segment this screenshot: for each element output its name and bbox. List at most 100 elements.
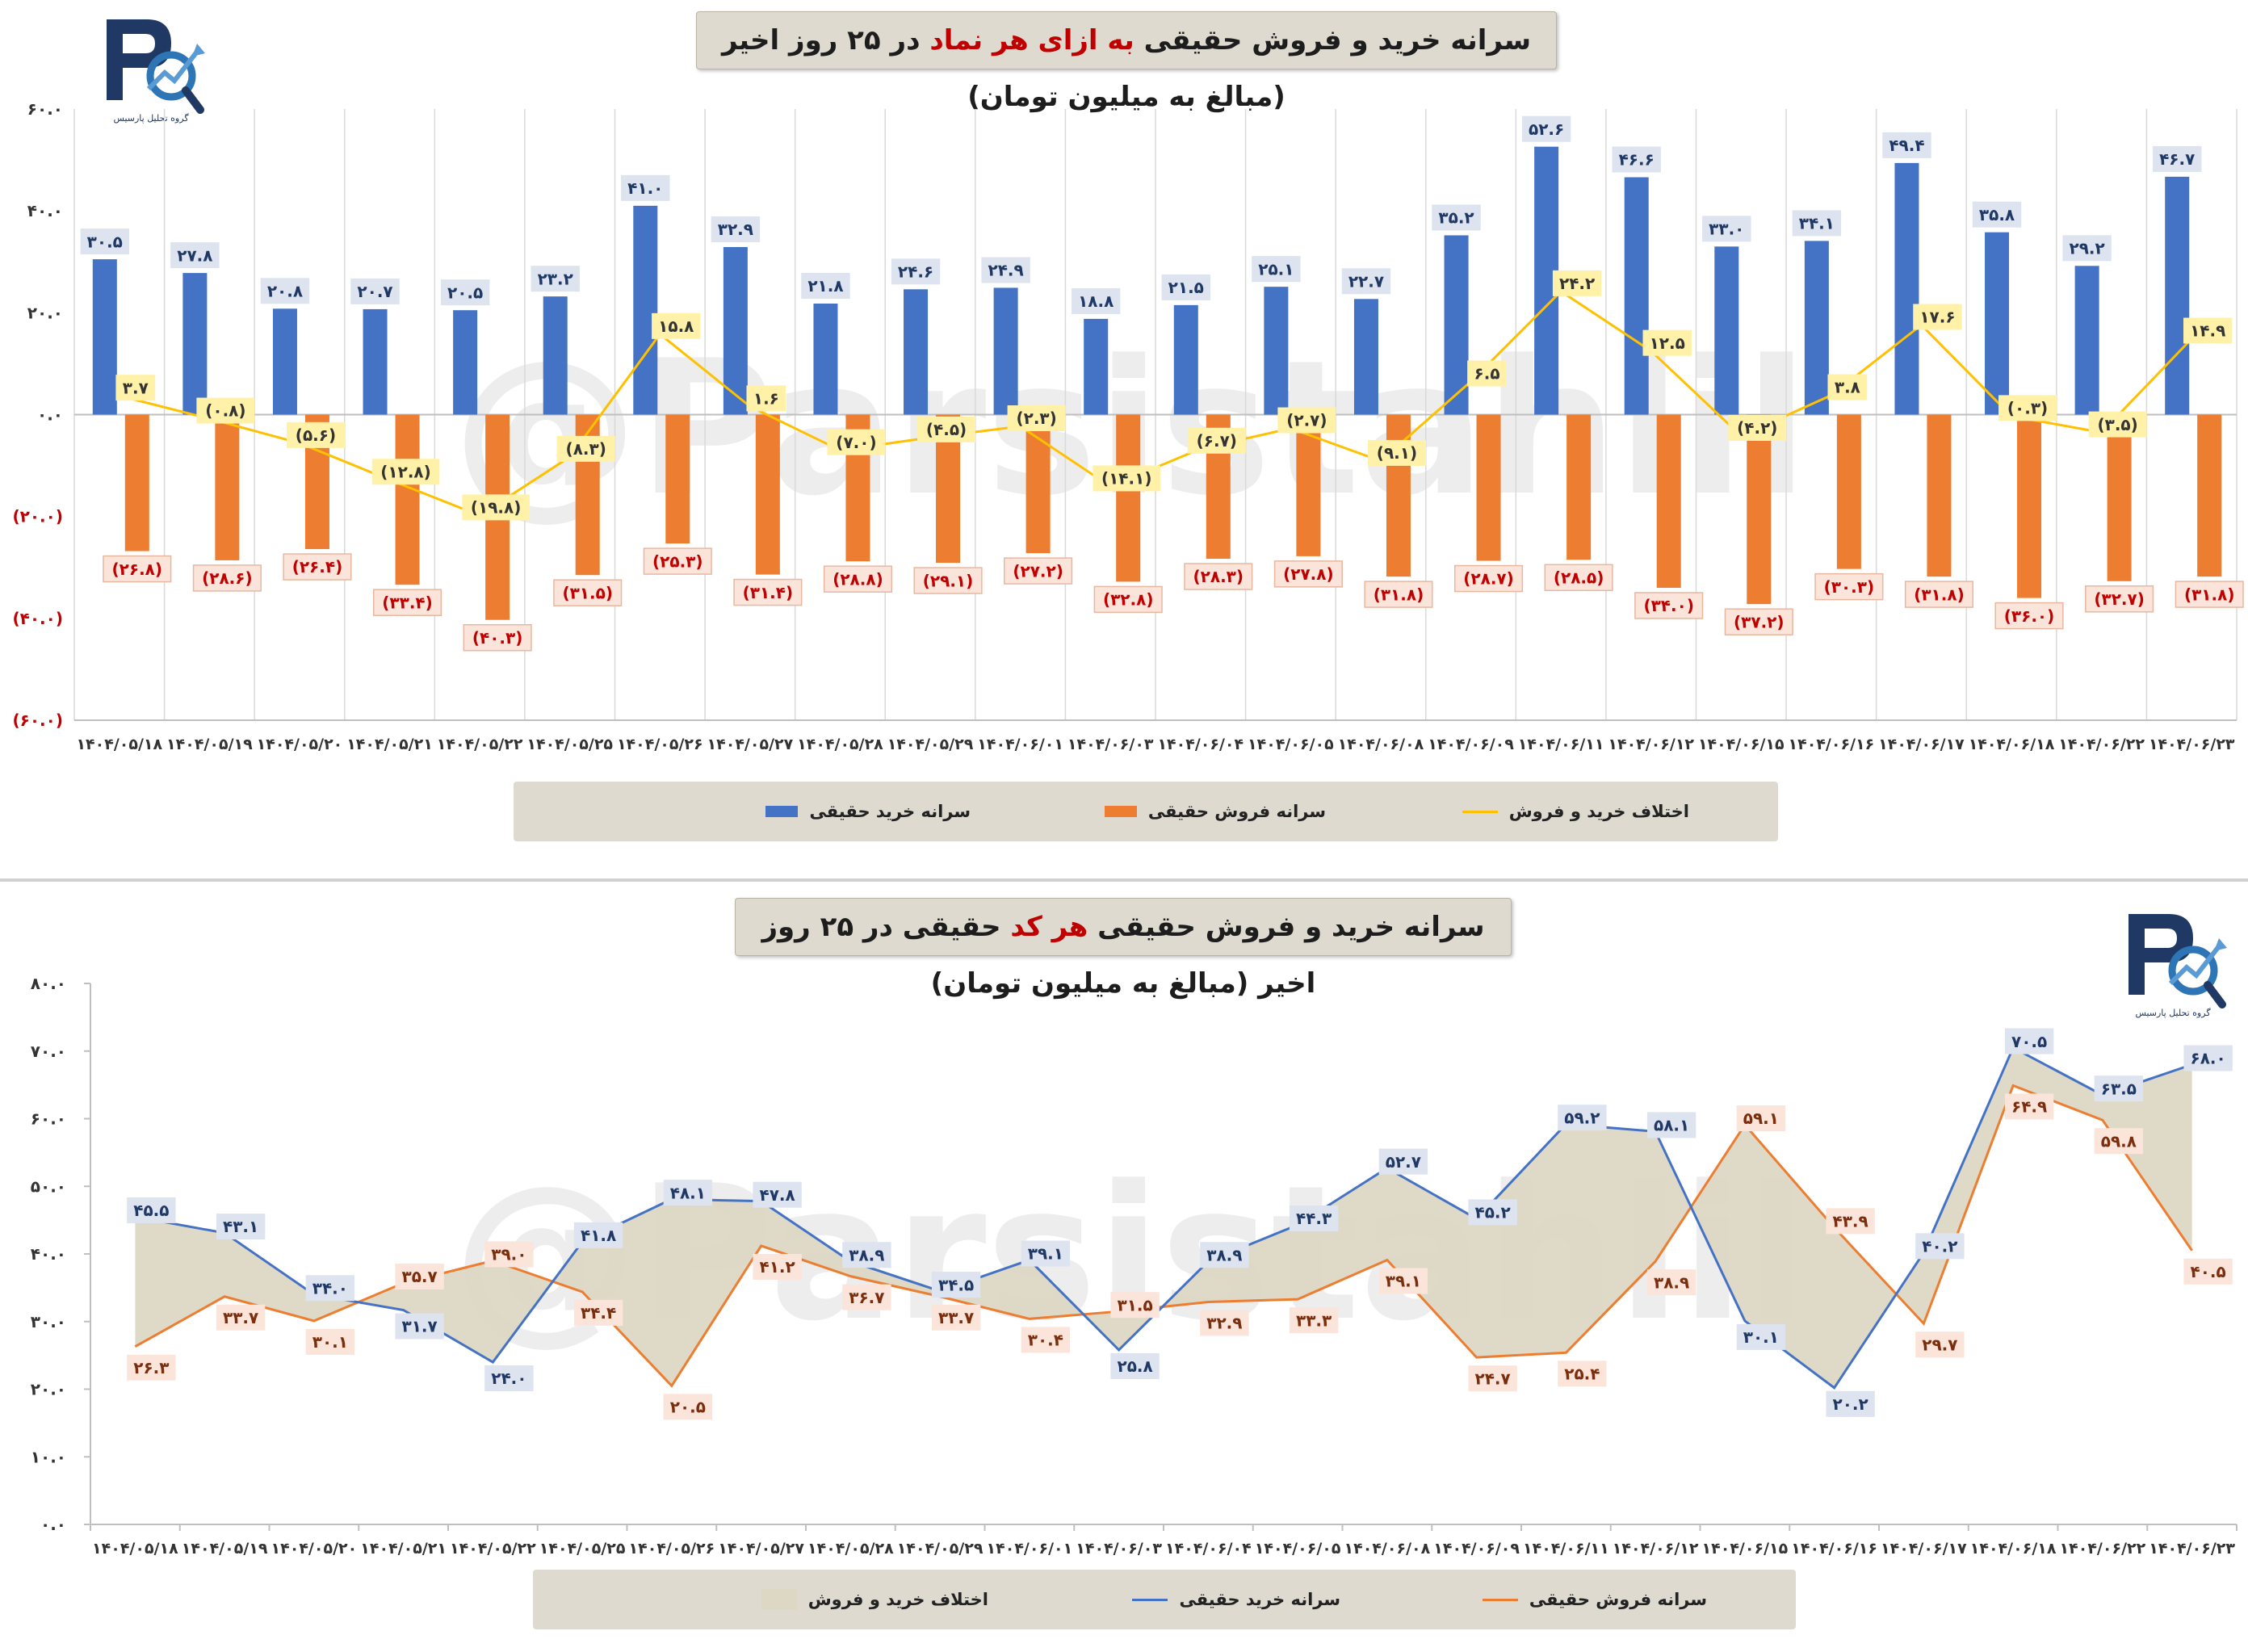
buy-value-label-bg: [1341, 268, 1391, 295]
buy-line-label-bg: [842, 1242, 891, 1268]
sell-value-label: (۲۸.۷): [1463, 569, 1514, 589]
sell-value-label: (۳۱.۸): [2184, 585, 2235, 604]
buy-value-label-group: ۲۰.۸: [260, 278, 310, 304]
sell-value-label: (۲۹.۱): [923, 571, 974, 590]
buy-line-label-group: ۶۳.۵: [2094, 1075, 2144, 1102]
x-tick-label-2: ۱۴۰۴/۰۶/۰۵: [1255, 1540, 1341, 1558]
buy-line-label: ۲۰.۲: [1833, 1394, 1868, 1414]
sell-value-label: (۳۱.۸): [1374, 585, 1424, 604]
buy-value-label-group: ۵۲.۶: [1521, 115, 1571, 142]
diff-value-label-group: ۶.۵: [1467, 360, 1507, 387]
sell-line-label: ۳۲.۹: [1206, 1314, 1242, 1333]
sell-value-label-bg: [1093, 585, 1163, 614]
buy-line-label-bg: [1378, 1148, 1428, 1175]
sell-line-label-bg: [1378, 1268, 1428, 1294]
sell-line-label-group: ۳۳.۳: [1289, 1307, 1339, 1334]
diff-value-label-bg: [1827, 374, 1868, 400]
diff-value-label-bg: [1642, 329, 1692, 356]
buy-value-label-bg: [1702, 216, 1751, 242]
x-tick-label-2: ۱۴۰۴/۰۶/۱۶: [1791, 1540, 1877, 1558]
buy-line-label-group: ۵۹.۲: [1558, 1105, 1607, 1131]
sell-value-label: (۳۰.۳): [1824, 577, 1875, 597]
buy-bar: [1624, 177, 1649, 415]
buy-line-label-group: ۳۴.۵: [931, 1272, 981, 1298]
buy-value-label-bg: [801, 272, 850, 299]
sell-value-label-bg: [1904, 581, 1974, 608]
buy-value-label-group: ۲۴.۹: [981, 257, 1030, 283]
buy-line-label-group: ۴۸.۱: [663, 1180, 713, 1206]
diff-value-label-bg: [1277, 407, 1336, 434]
sell-value-label-group: (۳۶.۰): [1994, 602, 2064, 630]
y-tick-label: (۶۰.۰): [13, 711, 64, 730]
buy-line-label-bg: [395, 1313, 444, 1340]
sell-line-label-bg: [753, 1253, 802, 1280]
sell-line-label-bg: [2094, 1128, 2144, 1155]
sell-line-label-bg: [2183, 1258, 2233, 1285]
buy-value-label: ۲۲.۷: [1348, 272, 1384, 291]
buy-value-label-group: ۲۱.۵: [1161, 274, 1210, 300]
buy-bar: [272, 308, 297, 415]
y-tick-label-2: ۳۰.۰: [31, 1312, 66, 1331]
chart2-title-post: حقیقی در ۲۵ روز اخیر (مبالغ به میلیون تو…: [761, 911, 1316, 1000]
buy-bar: [1894, 162, 1919, 415]
diff-value-label-bg: [371, 459, 440, 485]
buy-value-label-group: ۳۲.۹: [711, 216, 761, 242]
sell-line-label-bg: [1826, 1208, 1875, 1235]
sell-value-label: (۲۷.۸): [1283, 564, 1334, 584]
sell-line-label-bg: [1915, 1331, 1965, 1358]
sell-value-label-bg: [1634, 592, 1704, 619]
diff-value-label-group: ۱۲.۵: [1642, 329, 1692, 356]
x-tick-label-2: ۱۴۰۴/۰۶/۲۳: [2149, 1540, 2235, 1558]
sell-value-label-group: (۲۷.۲): [1004, 557, 1073, 585]
diff-value-label: (۰.۸): [205, 401, 245, 421]
x-tick-label-2: ۱۴۰۴/۰۵/۲۷: [718, 1540, 804, 1558]
legend-swatch-diff: [1462, 810, 1498, 813]
buy-line-label-group: ۳۸.۹: [842, 1242, 891, 1268]
buy-line-label-bg: [1021, 1240, 1071, 1267]
x-tick-label: ۱۴۰۴/۰۵/۲۸: [797, 736, 883, 753]
sell-line-label-group: ۶۴.۹: [2004, 1093, 2054, 1120]
buy-value-label-bg: [2062, 235, 2112, 262]
sell-line-label-group: ۵۹.۸: [2094, 1128, 2144, 1155]
x-tick-label-2: ۱۴۰۴/۰۵/۲۹: [897, 1540, 984, 1558]
buy-bar: [2074, 266, 2099, 415]
sell-line-label-bg: [216, 1304, 266, 1331]
x-tick-label-2: ۱۴۰۴/۰۵/۱۹: [182, 1540, 268, 1558]
x-tick-label: ۱۴۰۴/۰۵/۲۷: [707, 736, 794, 753]
sell-line-label-bg: [1289, 1307, 1339, 1334]
sell-value-label-bg: [913, 567, 983, 594]
diff-value-label: (۴.۵): [926, 420, 967, 439]
sell-line-label-bg: [1646, 1269, 1696, 1296]
diff-value-label-group: ۲۴.۲: [1552, 270, 1602, 296]
x-tick-label-2: ۱۴۰۴/۰۶/۰۸: [1344, 1540, 1431, 1558]
sell-line-label-bg: [2004, 1093, 2054, 1120]
buy-line-label: ۴۵.۵: [133, 1201, 169, 1220]
buy-line-label-group: ۵۲.۷: [1378, 1148, 1428, 1175]
x-tick-label-2: ۱۴۰۴/۰۵/۲۲: [450, 1540, 536, 1558]
sell-value-label: (۲۶.۴): [292, 557, 343, 577]
diff-value-label: (۱۲.۸): [380, 462, 431, 481]
sell-line-label: ۲۵.۴: [1564, 1364, 1600, 1383]
sell-line-label-bg: [1200, 1310, 1249, 1336]
buy-line-label-group: ۳۹.۱: [1021, 1240, 1071, 1267]
buy-line-label-group: ۲۵.۸: [1110, 1352, 1160, 1379]
chart-panel-per-code: سرانه خرید و فروش حقیقی هر کد حقیقی در ۲…: [0, 882, 2248, 1652]
diff-value-label-bg: [746, 385, 786, 412]
sell-line-label: ۴۰.۵: [2191, 1262, 2226, 1281]
buy-bar: [1353, 299, 1378, 415]
x-tick-label-2: ۱۴۰۴/۰۵/۲۱: [360, 1540, 447, 1558]
buy-line-label-bg: [663, 1180, 713, 1206]
diff-value-label: ۲۴.۲: [1559, 274, 1595, 293]
buy-bar: [182, 273, 208, 415]
buy-value-label-group: ۲۱.۸: [801, 272, 850, 299]
legend-item-diff: اختلاف خرید و فروش: [1462, 782, 1689, 841]
sell-value-label-bg: [643, 547, 712, 575]
y-tick-label-2: ۴۰.۰: [31, 1244, 66, 1264]
diff-value-label: (۴.۲): [1737, 418, 1777, 438]
diff-value-label-bg: [1467, 360, 1507, 387]
diff-value-label-group: (۴.۵): [917, 416, 976, 442]
sell-value-label-bg: [1273, 560, 1343, 588]
diff-value-label-bg: [917, 416, 976, 442]
diff-value-label-bg: [2183, 317, 2233, 344]
buy-value-label: ۳۴.۱: [1799, 214, 1835, 233]
